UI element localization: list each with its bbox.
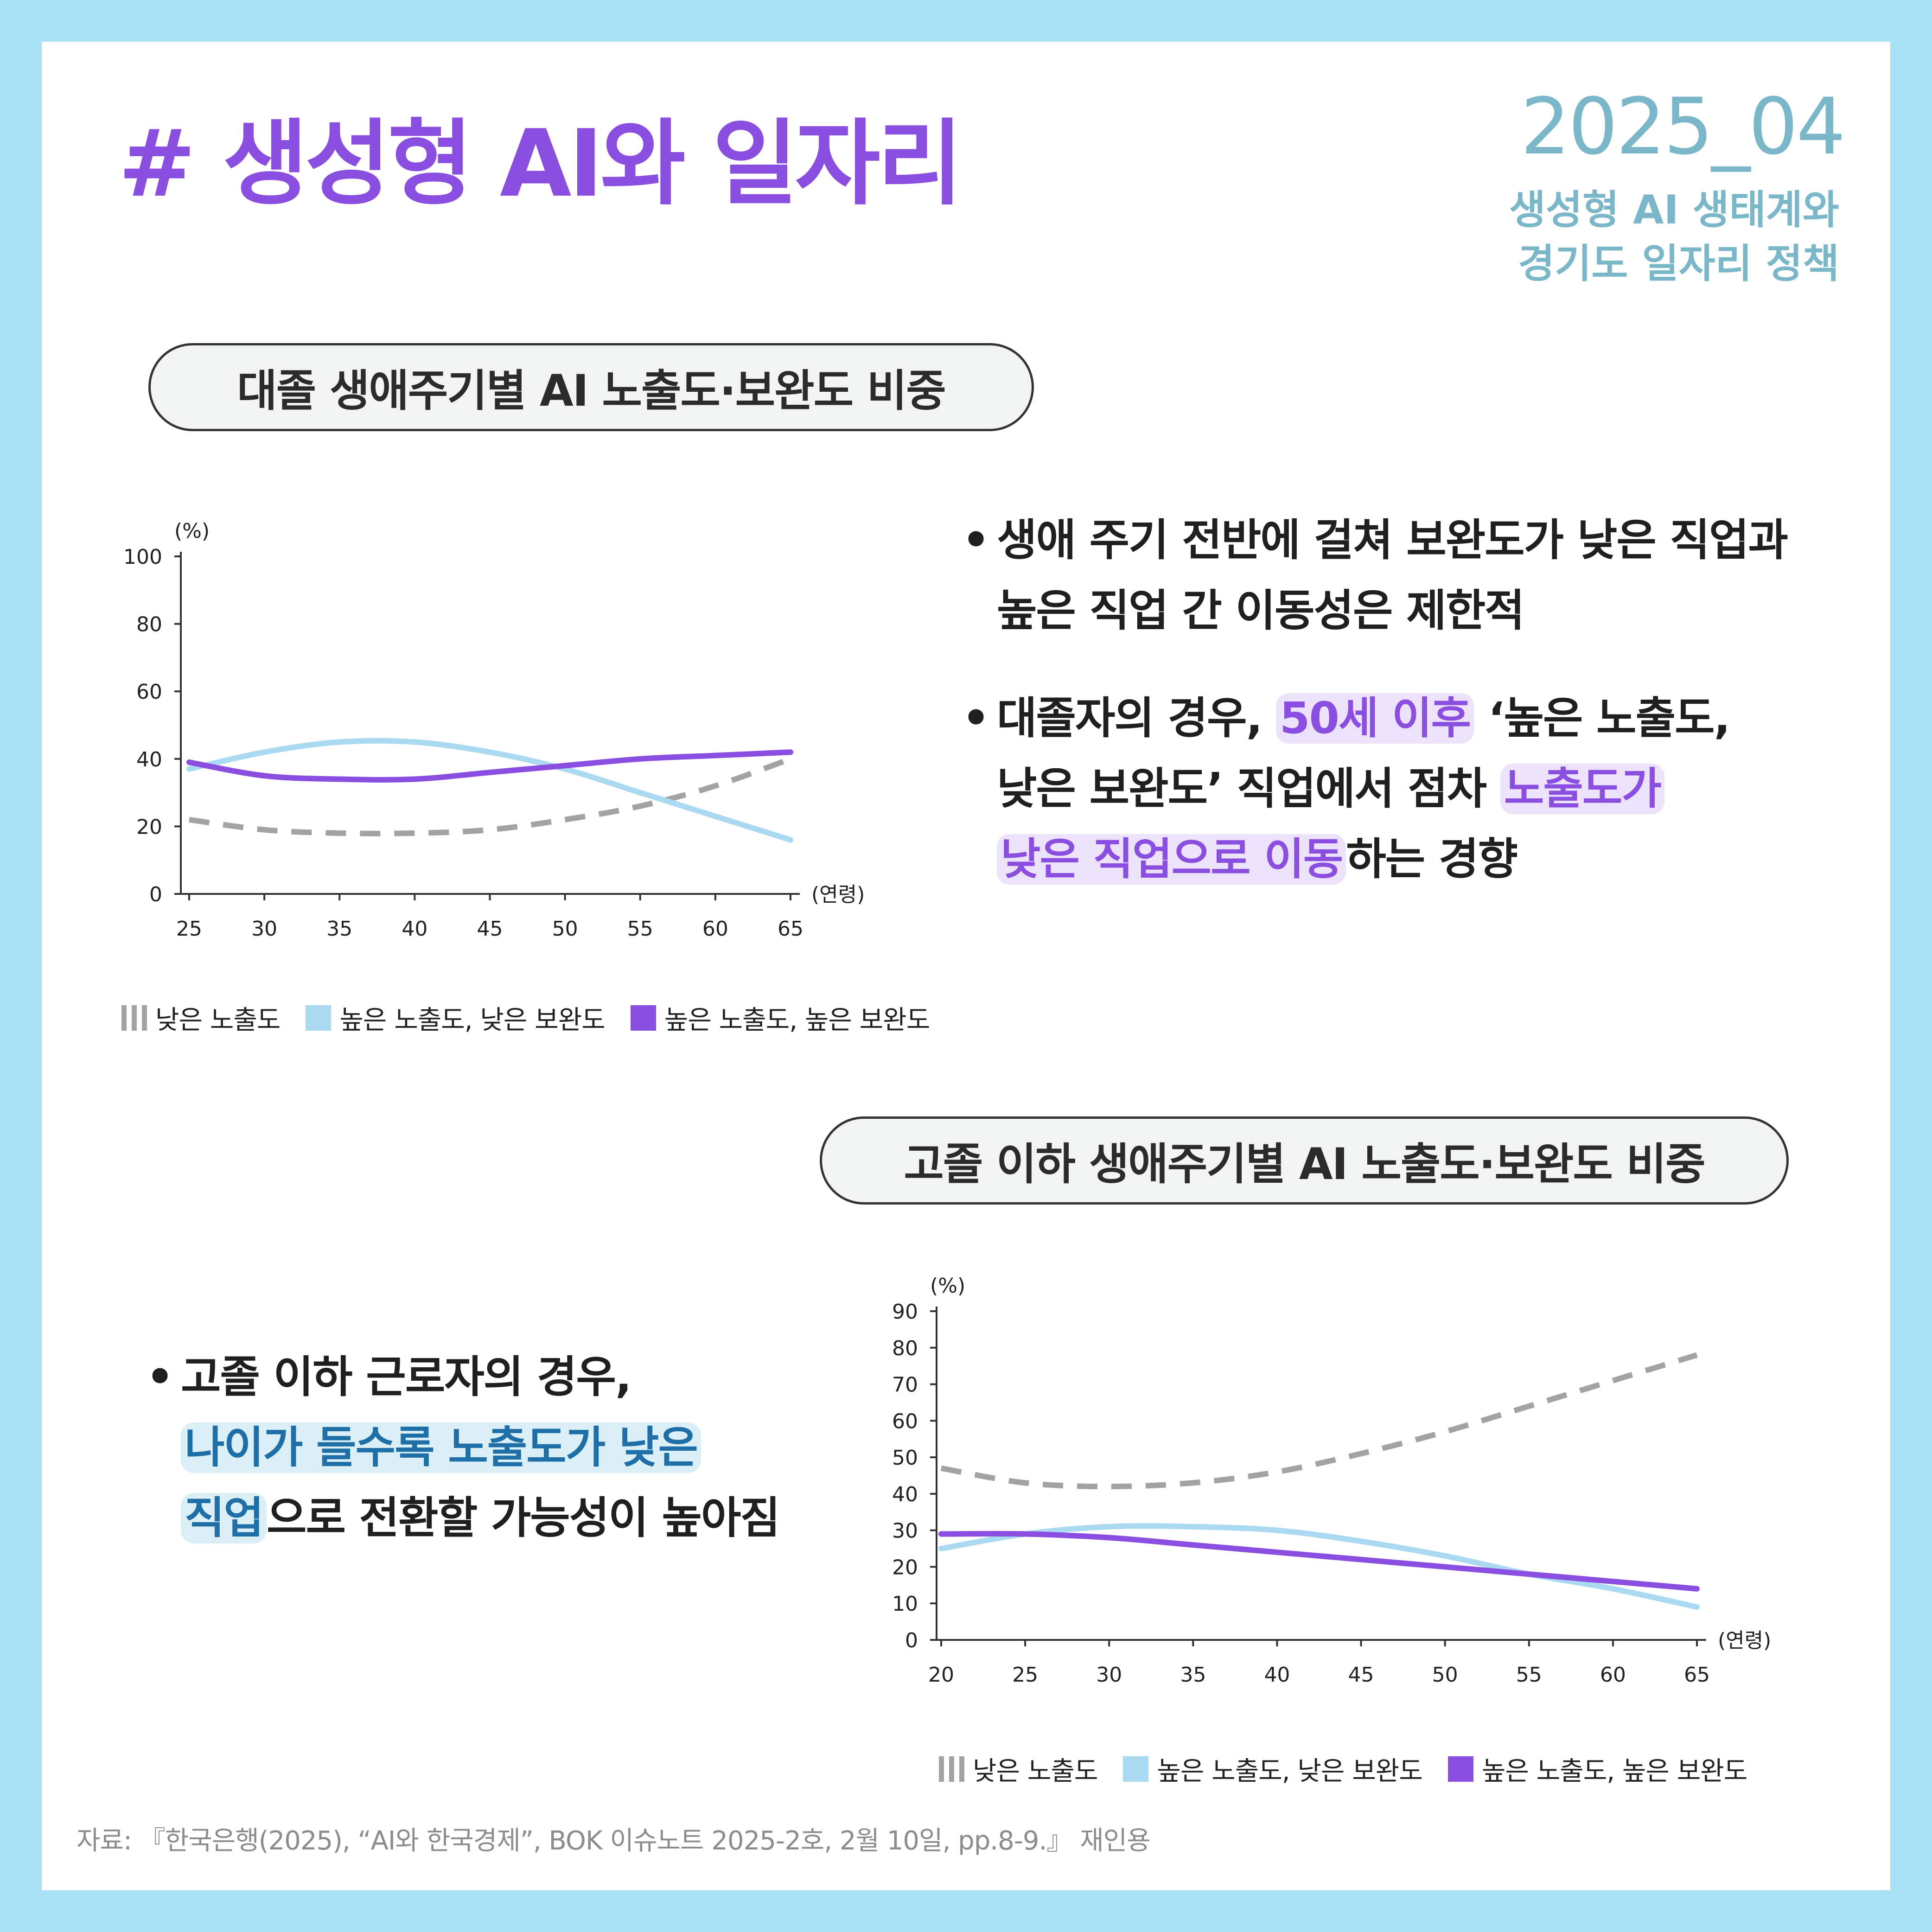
y-tick-label: 30	[892, 1519, 918, 1543]
issue-subtitle-line: 경기도 일자리 정책	[1518, 241, 1839, 287]
x-tick-label: 30	[1096, 1663, 1122, 1687]
bullet-item: 고졸 이하 근로자의 경우, 나이가 들수록 노출도가 낮은 직업으로 전환할 …	[146, 1342, 780, 1554]
bullet-item: 대졸자의 경우, 50세 이후 ‘높은 노출도, 낮은 보완도’ 직업에서 점차…	[962, 683, 1787, 895]
bullet-text: 낮은 보완도’ 직업에서 점차	[997, 764, 1500, 814]
section2-title: 고졸 이하 생애주기별 AI 노출도·보완도 비중	[820, 1116, 1789, 1205]
bullet-text: 대졸자의 경우,	[997, 693, 1276, 744]
chart-highschool-legend: 낮은 노출도 높은 노출도, 낮은 보완도 높은 노출도, 높은 보완도	[939, 1750, 1773, 1788]
bullet-line: 낮은 보완도’ 직업에서 점차 노출도가	[997, 754, 1787, 824]
x-tick-label: 45	[477, 917, 503, 941]
bullet-line: 생애 주기 전반에 걸쳐 보완도가 낮은 직업과	[997, 515, 1788, 566]
y-unit-label: (%)	[174, 519, 210, 543]
legend-label: 높은 노출도, 높은 보완도	[664, 1005, 930, 1035]
highlight-text: 노출도가	[1500, 764, 1664, 814]
issue-subtitle-line: 생성형 AI 생태계와	[1509, 187, 1839, 233]
x-tick-label: 20	[928, 1663, 954, 1687]
bullet-line: 높은 직업 간 이동성은 제한적	[997, 586, 1525, 636]
bullet-text: ‘높은 노출도,	[1474, 693, 1731, 744]
series-line-high-low	[186, 738, 793, 843]
highlight-text: 나이가 들수록 노출도가 낮은	[181, 1422, 701, 1473]
issue-number: 2025_04	[1520, 81, 1846, 172]
x-tick-label: 40	[1264, 1663, 1290, 1687]
y-tick-label: 60	[136, 680, 162, 704]
bullet-item: 생애 주기 전반에 걸쳐 보완도가 낮은 직업과 높은 직업 간 이동성은 제한…	[962, 505, 1788, 646]
legend-item-low: 낮은 노출도	[939, 1750, 1098, 1788]
legend-swatch-low	[939, 1756, 964, 1782]
x-tick-label: 25	[1012, 1663, 1038, 1687]
y-tick-label: 80	[136, 613, 162, 637]
legend-label: 낮은 노출도	[155, 1005, 281, 1035]
highlight-text: 낮은 직업으로 이동	[997, 834, 1346, 885]
x-tick-label: 45	[1348, 1663, 1374, 1687]
source-note: 자료: 『한국은행(2025), “AI와 한국경제”, BOK 이슈노트 20…	[77, 1826, 1151, 1856]
series-line-low	[940, 1352, 1698, 1490]
x-tick-label: 50	[1432, 1663, 1458, 1687]
bullet-line: 대졸자의 경우, 50세 이후 ‘높은 노출도,	[997, 683, 1787, 754]
legend-item-high-low: 높은 노출도, 낮은 보완도	[1123, 1750, 1423, 1788]
chart-highschool: 0 10 20 30 40 50 60 70 80 90 20 25 30 35 40 45 50 55 60 65 (…	[892, 1274, 1771, 1687]
legend-label: 높은 노출도, 낮은 보완도	[1157, 1756, 1422, 1786]
x-tick-label: 60	[702, 917, 728, 941]
y-tick-label: 70	[892, 1373, 918, 1397]
x-tick-label: 25	[176, 917, 202, 941]
highlight-text: 50세 이후	[1276, 693, 1474, 744]
bullet-line: 고졸 이하 근로자의 경우,	[181, 1352, 632, 1403]
legend-item-high-high: 높은 노출도, 높은 보완도	[630, 999, 930, 1037]
x-tick-label: 65	[1684, 1663, 1710, 1687]
y-unit-label: (%)	[930, 1274, 965, 1298]
bullet-line: 낮은 직업으로 이동하는 경향	[997, 824, 1787, 895]
page-title: # 생성형 AI와 일자리	[118, 110, 963, 218]
highlight-text: 직업	[181, 1493, 267, 1543]
y-tick-label: 20	[892, 1556, 918, 1579]
y-tick-label: 90	[892, 1300, 918, 1324]
y-tick-label: 0	[905, 1629, 918, 1652]
bullet-text: 하는 경향	[1346, 834, 1518, 885]
chart-college-legend: 낮은 노출도 높은 노출도, 낮은 보완도 높은 노출도, 높은 보완도	[121, 999, 955, 1037]
y-tick-label: 40	[136, 748, 162, 772]
legend-swatch-high-low	[306, 1005, 332, 1031]
y-tick-label: 80	[892, 1337, 918, 1360]
legend-item-low: 낮은 노출도	[121, 999, 281, 1037]
chart-axis	[936, 1307, 1706, 1641]
x-tick-label: 55	[627, 917, 653, 941]
legend-label: 높은 노출도, 낮은 보완도	[339, 1005, 605, 1035]
legend-swatch-high-low	[1123, 1756, 1149, 1782]
x-unit-label: (연령)	[1718, 1629, 1771, 1652]
section1-bullets: 생애 주기 전반에 걸쳐 보완도가 낮은 직업과 높은 직업 간 이동성은 제한…	[962, 505, 1788, 895]
chart-college: 0 20 40 60 80 100 25 30 35 40 45 50 55 60 65 (%) (연령)	[123, 519, 865, 941]
bullet-text: 으로 전환할 가능성이 높아짐	[266, 1493, 780, 1543]
y-tick-label: 60	[892, 1409, 918, 1433]
x-tick-label: 65	[778, 917, 803, 941]
x-tick-label: 35	[326, 917, 352, 941]
bullet-line: 나이가 들수록 노출도가 낮은	[181, 1413, 779, 1483]
y-tick-label: 50	[892, 1446, 918, 1470]
x-tick-label: 40	[402, 917, 427, 941]
y-tick-label: 40	[892, 1483, 918, 1506]
x-unit-label: (연령)	[811, 883, 865, 906]
y-tick-label: 20	[136, 815, 162, 839]
series-line-high-high	[938, 1530, 1700, 1592]
legend-swatch-low	[121, 1005, 147, 1031]
legend-item-high-low: 높은 노출도, 낮은 보완도	[306, 999, 606, 1037]
legend-swatch-high-high	[1447, 1756, 1473, 1782]
x-tick-label: 55	[1516, 1663, 1542, 1687]
legend-label: 낮은 노출도	[973, 1756, 1098, 1786]
y-tick-label: 100	[123, 545, 162, 569]
chart-axis	[180, 552, 800, 895]
issue-subtitle: 생성형 AI 생태계와 경기도 일자리 정책	[1509, 183, 1839, 291]
x-tick-label: 30	[251, 917, 277, 941]
section1-title: 대졸 생애주기별 AI 노출도·보완도 비중	[148, 343, 1034, 431]
series-line-high-high	[186, 749, 793, 783]
x-tick-label: 35	[1180, 1663, 1206, 1687]
series-line-high-low	[938, 1523, 1700, 1610]
section2-bullets: 고졸 이하 근로자의 경우, 나이가 들수록 노출도가 낮은 직업으로 전환할 …	[146, 1342, 780, 1554]
y-tick-label: 0	[149, 883, 162, 906]
bullet-line: 직업으로 전환할 가능성이 높아짐	[181, 1483, 780, 1554]
x-tick-label: 60	[1600, 1663, 1626, 1687]
legend-swatch-high-high	[630, 1005, 656, 1031]
y-tick-label: 10	[892, 1592, 918, 1616]
legend-item-high-high: 높은 노출도, 높은 보완도	[1447, 1750, 1747, 1788]
x-tick-label: 50	[552, 917, 578, 941]
legend-label: 높은 노출도, 높은 보완도	[1481, 1756, 1747, 1786]
